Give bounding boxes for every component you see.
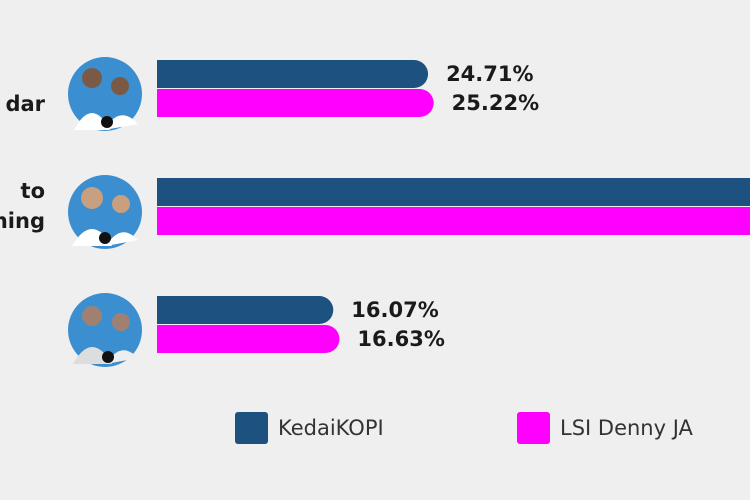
avatar [68,57,142,131]
bar [157,60,429,88]
value-label: 25.22% [452,91,539,115]
bar [157,178,750,206]
value-label: 24.71% [446,62,533,86]
avatar [68,293,142,367]
avatars [68,57,142,367]
bar [157,296,334,324]
bar [157,89,434,118]
bar [157,325,340,353]
category-label: to [21,179,45,203]
legend-label: KedaiKOPI [278,416,384,440]
legend-label: LSI Denny JA [560,416,694,440]
category-label: ning [0,209,45,233]
category-label: dar [5,92,45,116]
value-label: 16.63% [357,327,444,351]
legend-swatch [235,412,268,444]
legend-swatch [517,412,550,444]
value-label: 16.07% [351,298,438,322]
avatar [68,175,142,249]
bar [157,207,750,235]
